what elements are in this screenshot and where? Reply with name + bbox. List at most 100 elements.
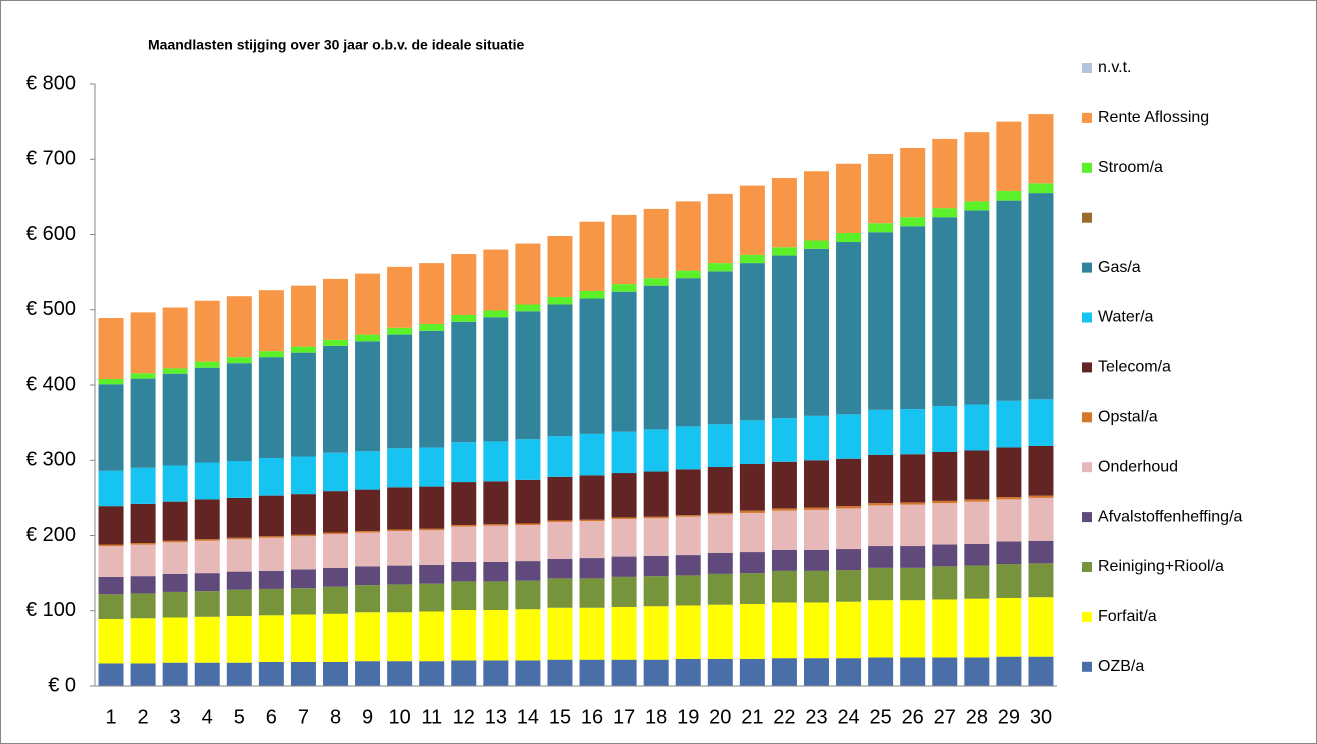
bar-segment	[355, 612, 381, 662]
x-tick-label: 27	[934, 706, 956, 728]
bar-segment	[226, 357, 252, 364]
bar-segment	[579, 221, 605, 291]
bar-segment	[483, 524, 509, 526]
bar-segment	[419, 530, 445, 565]
bar-segment	[836, 570, 862, 602]
bar-segment	[355, 585, 381, 613]
bar-segment	[932, 217, 958, 407]
bar-segment	[323, 532, 348, 534]
x-tick-label: 25	[870, 706, 892, 728]
bar-segment	[675, 515, 701, 517]
bar-segment	[739, 263, 765, 421]
bar-segment	[836, 549, 862, 571]
x-tick-label: 7	[298, 706, 309, 728]
bar-segment	[547, 436, 573, 477]
bar-segment	[964, 404, 990, 451]
bar-segment	[932, 503, 958, 545]
bar-segment	[483, 581, 509, 610]
bar-segment	[964, 598, 990, 658]
bar-segment	[996, 564, 1022, 598]
bar-segment	[836, 242, 862, 415]
bar-segment	[900, 217, 926, 227]
bar-segment	[226, 296, 252, 358]
bar-segment	[547, 558, 573, 579]
bar-segment	[611, 431, 637, 474]
bar-segment	[836, 163, 862, 233]
bar-segment	[194, 361, 220, 368]
bar-segment	[258, 536, 284, 538]
x-tick-label: 1	[105, 706, 116, 728]
bar-segment	[515, 304, 541, 312]
bar-segment	[323, 586, 348, 614]
bar-segment	[900, 147, 926, 218]
bar-segment	[515, 609, 541, 661]
bar-segment	[675, 605, 701, 659]
bar-segment	[675, 469, 701, 516]
bar-segment	[579, 578, 605, 608]
bar-segment	[387, 661, 413, 686]
bar-segment	[771, 508, 797, 511]
bar-segment	[771, 510, 797, 550]
bar-segment	[98, 619, 124, 664]
legend-swatch	[1082, 162, 1092, 173]
bar-segment	[323, 533, 348, 568]
bar-segment	[162, 573, 188, 592]
bar-segment	[194, 540, 220, 574]
bar-segment	[643, 429, 669, 472]
bar-segment	[130, 378, 156, 468]
bar-segment	[675, 278, 701, 427]
legend-label: Onderhoud	[1098, 458, 1178, 475]
bar-segment	[996, 499, 1022, 542]
bar-segment	[162, 662, 188, 686]
bar-segment	[355, 566, 381, 586]
bar-segment	[1028, 193, 1054, 400]
bar-segment	[932, 500, 958, 504]
bar-segment	[258, 615, 284, 662]
bar-segment	[900, 567, 926, 601]
bar-segment	[611, 214, 637, 285]
bar-segment	[579, 290, 605, 299]
bar-segment	[547, 476, 573, 521]
y-tick-label: € 800	[26, 72, 76, 94]
bar-segment	[771, 418, 797, 462]
bar-segment	[868, 153, 894, 224]
bar-segment	[579, 519, 605, 522]
bar-segment	[162, 307, 188, 369]
bar-segment	[355, 341, 381, 452]
bar-segment	[515, 523, 541, 525]
bar-segment	[258, 537, 284, 571]
bar-segment	[579, 475, 605, 520]
bar-segment	[226, 363, 252, 462]
bar-segment	[964, 501, 990, 544]
bar-segment	[451, 321, 477, 443]
bar-segment	[515, 660, 541, 686]
bar-segment	[643, 659, 669, 686]
bar-segment	[675, 426, 701, 470]
legend-label: Afvalstoffenheffing/a	[1098, 508, 1243, 525]
bar-segment	[1028, 540, 1054, 564]
bar-segment	[290, 352, 316, 457]
x-tick-label: 11	[421, 706, 442, 728]
bar-segment	[771, 247, 797, 256]
legend-label: Opstal/a	[1098, 409, 1158, 426]
bar-segment	[194, 300, 220, 362]
bar-segment	[547, 296, 573, 305]
bar-segment	[771, 461, 797, 509]
bar-segment	[932, 208, 958, 218]
bar-segment	[355, 273, 381, 335]
bar-segment	[290, 285, 316, 347]
x-tick-label: 9	[362, 706, 373, 728]
bar-segment	[611, 473, 637, 518]
bar-segment	[194, 367, 220, 463]
bar-segment	[419, 564, 445, 584]
bar-segment	[451, 482, 477, 525]
bar-segment	[836, 658, 862, 686]
bar-segment	[707, 271, 733, 425]
bar-segment	[323, 278, 348, 340]
bar-segment	[675, 658, 701, 686]
bar-segment	[900, 546, 926, 568]
bar-segment	[323, 452, 348, 492]
bar-segment	[258, 588, 284, 616]
legend-swatch	[1082, 212, 1092, 223]
